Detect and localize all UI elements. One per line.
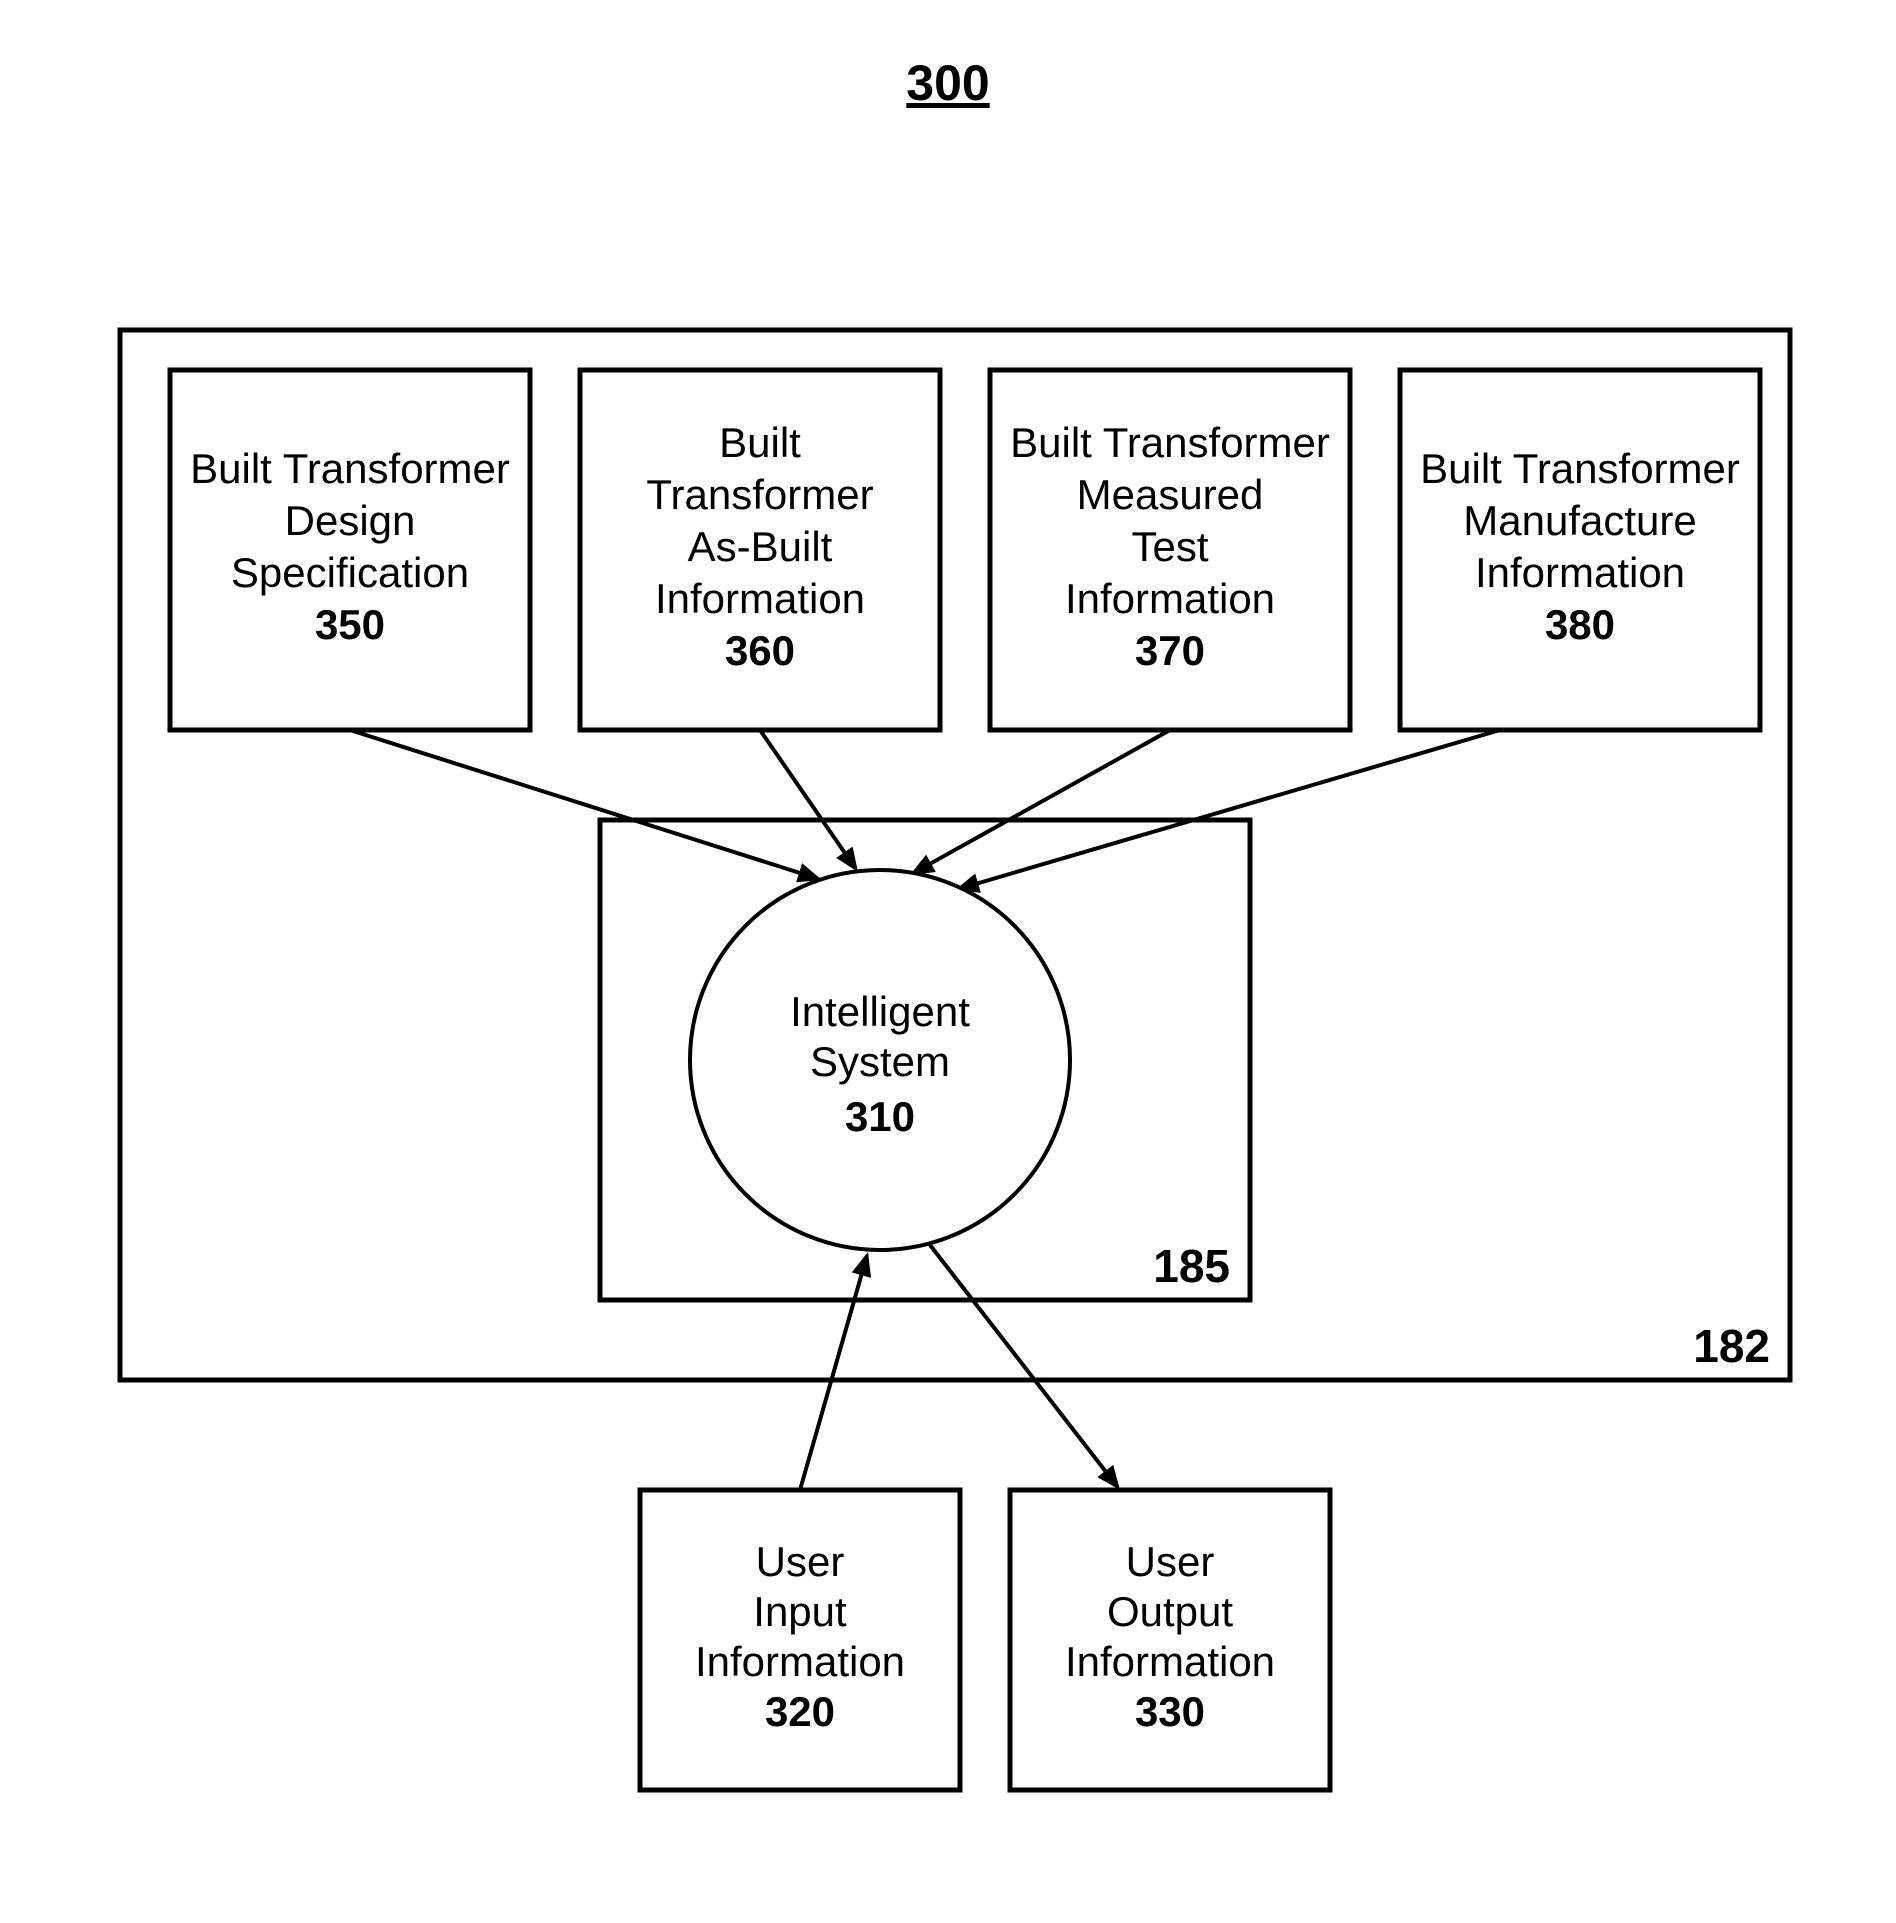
input-box-label: Specification <box>231 549 469 596</box>
io-box-number: 320 <box>765 1688 835 1735</box>
intelligent-system-label: System <box>810 1038 950 1085</box>
intelligent-system-label: Intelligent <box>790 988 970 1035</box>
io-box-label: Input <box>753 1588 847 1635</box>
io-box-label: User <box>756 1538 845 1585</box>
input-box-number: 360 <box>725 627 795 674</box>
outer-container-label: 182 <box>1693 1320 1770 1372</box>
input-box-label: Built Transformer <box>1010 419 1330 466</box>
input-box-label: Design <box>285 497 416 544</box>
input-box-label: Test <box>1131 523 1208 570</box>
io-box-label: Information <box>1065 1638 1275 1685</box>
input-box-label: Manufacture <box>1463 497 1696 544</box>
arrow-head <box>1097 1465 1120 1490</box>
input-box-label: As-Built <box>688 523 833 570</box>
input-box-number: 380 <box>1545 601 1615 648</box>
input-box-label: Built Transformer <box>1420 445 1740 492</box>
input-box-label: Built <box>719 419 801 466</box>
input-box-label: Information <box>1065 575 1275 622</box>
io-box-label: Output <box>1107 1588 1233 1635</box>
io-box-label: User <box>1126 1538 1215 1585</box>
io-box-label: Information <box>695 1638 905 1685</box>
inner-container-label: 185 <box>1153 1240 1230 1292</box>
figure-number: 300 <box>906 55 989 111</box>
input-box-label: Information <box>1475 549 1685 596</box>
input-box-number: 350 <box>315 601 385 648</box>
input-box-label: Measured <box>1077 471 1264 518</box>
io-box-number: 330 <box>1135 1688 1205 1735</box>
input-box-number: 370 <box>1135 627 1205 674</box>
input-box-label: Transformer <box>646 471 873 518</box>
input-box-label: Built Transformer <box>190 445 510 492</box>
input-box-label: Information <box>655 575 865 622</box>
intelligent-system-label: 310 <box>845 1093 915 1140</box>
